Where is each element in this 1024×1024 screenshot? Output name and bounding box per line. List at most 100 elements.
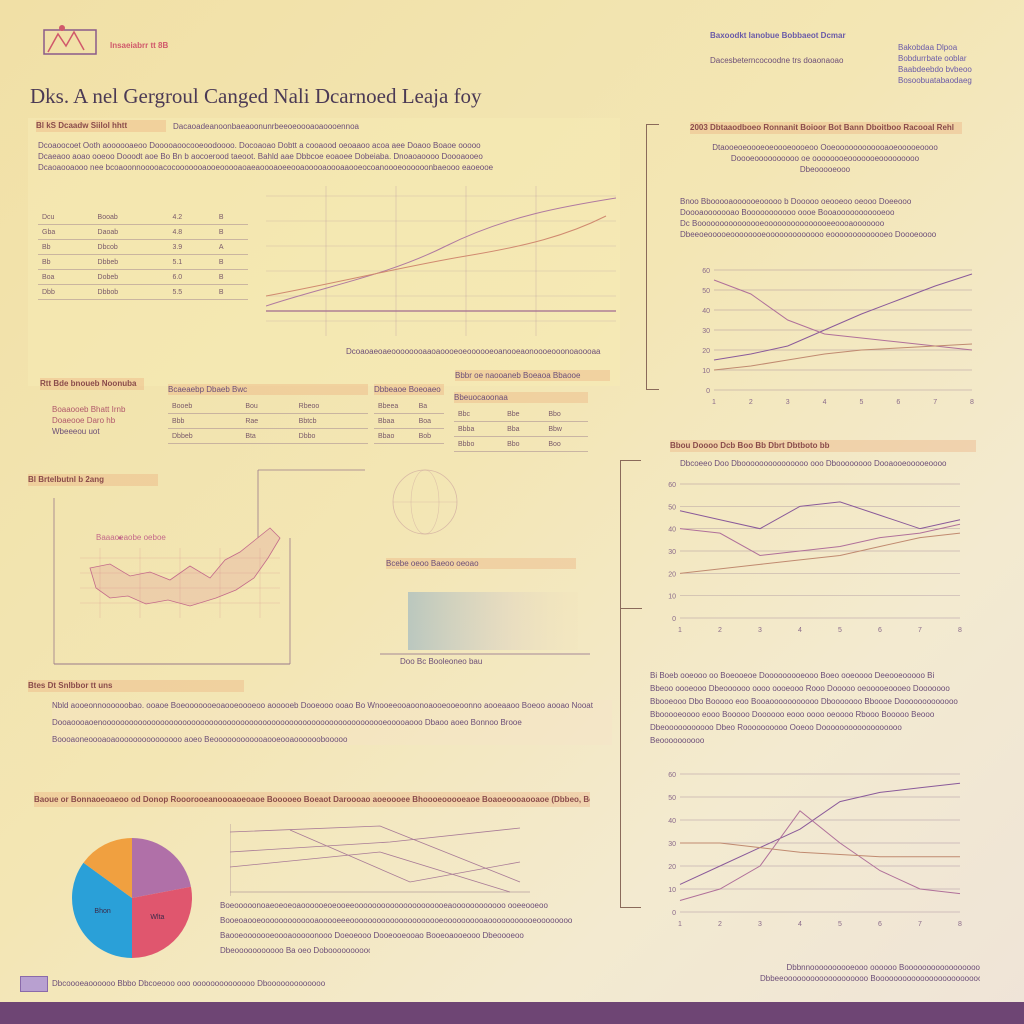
right-top-para1: Dtaooeoeoooeoeoooeoooeoo Ooeoooooooooooa… bbox=[712, 143, 938, 174]
y-tick-label: 30 bbox=[702, 328, 710, 335]
y-tick-label: 50 bbox=[668, 795, 676, 802]
y-tick-label: 40 bbox=[668, 818, 676, 825]
table-row: Bbaa Boa bbox=[374, 413, 444, 429]
x-tick-label: 6 bbox=[878, 921, 882, 928]
y-tick-label: 60 bbox=[668, 482, 676, 489]
table-row: Dcu Booab 4.2 B bbox=[38, 210, 248, 225]
heat-figure bbox=[380, 592, 590, 655]
bottom-text-line: Dbeooooooooooo Ba oeo Doboooooooooo ooo … bbox=[220, 946, 370, 955]
series-line-a bbox=[679, 501, 961, 530]
x-tick-label: 2 bbox=[718, 627, 722, 634]
series-line-a bbox=[713, 273, 973, 361]
right-mid-banner: Bbou Doooo Dcb Boo Bb Dbrt Dbtboto bb bbox=[670, 440, 976, 452]
table-row: Bbb Rae Bbtcb bbox=[168, 413, 368, 429]
bottom-text-line: Baooeooooooeoooaooooonooo Doeoeooo Dooeo… bbox=[220, 931, 524, 940]
x-tick-label: 3 bbox=[786, 399, 790, 406]
y-tick-label: 20 bbox=[668, 864, 676, 871]
left-para-line: Dcoaoocoet Ooth aoooooaeoo Dooooaoocooeo… bbox=[38, 141, 481, 150]
mid-table-2: Dbbeaoe Boeoaeo Bbeea Ba Bbaa Boa Bbao Bob bbox=[374, 384, 444, 444]
left-panel-label: Bl kS Dcaadw Siilol hhtt bbox=[36, 120, 166, 132]
x-tick-label: 1 bbox=[678, 627, 682, 634]
globe-sketch bbox=[392, 469, 458, 535]
table-row: Booeb Bou Rbeoo bbox=[168, 399, 368, 414]
x-tick-label: 3 bbox=[758, 921, 762, 928]
left-data-table: Dcu Booab 4.2 B Gba Daoab 4.8 B Bb Dbcob 3.9 A Bb… bbox=[38, 210, 248, 300]
table-row: Bbbo Bbo Boo bbox=[454, 436, 588, 452]
y-tick-label: 0 bbox=[706, 388, 710, 395]
map-section-label: Bl Brtelbutnl b 2ang bbox=[28, 474, 158, 486]
table-row: Dbb Dbbob 5.5 B bbox=[38, 284, 248, 300]
bottom-left-label: Btes Dt Snlbbor tt uns bbox=[28, 680, 244, 692]
y-tick-label: 50 bbox=[668, 504, 676, 511]
x-tick-label: 1 bbox=[712, 399, 716, 406]
header-right-line: Bobdurrbate ooblar bbox=[898, 54, 967, 63]
logo bbox=[40, 22, 100, 58]
left-panel-footer: Dcoaoaeoaeoooooooaaoaoooeoeoooooeoanooea… bbox=[346, 347, 601, 356]
x-tick-label: 4 bbox=[798, 627, 802, 634]
bottom-text-line: Booeoaooeooooooooooooaooooeeeooooooooooo… bbox=[220, 916, 573, 925]
bottom-text-line: Boeooooonoaeoeoeoaoooooeoeooeeoooooooooo… bbox=[220, 901, 548, 910]
y-tick-label: 60 bbox=[702, 268, 710, 275]
header-line-2: Dacesbeterncocoodne trs doaonaoao bbox=[710, 56, 844, 65]
table-row: Bb Dbbeb 5.1 B bbox=[38, 254, 248, 270]
y-tick-label: 0 bbox=[672, 910, 676, 917]
pie-slice-label: Bhon bbox=[94, 908, 110, 915]
right-mid-para: Bi Boeb ooeooo oo Boeooeoe Dooooooooeooo… bbox=[650, 671, 958, 745]
y-tick-label: 40 bbox=[702, 308, 710, 315]
bottom-left-text: Nbld aooeonnoooooobao. ooaoe Boeooooooeo… bbox=[52, 700, 612, 745]
bracket-tick bbox=[620, 608, 642, 609]
pie-slice bbox=[71, 862, 132, 958]
map-tag-3: Doo Bc Booleoneo bau bbox=[400, 657, 483, 666]
table-row: Bb Dbcob 3.9 A bbox=[38, 239, 248, 255]
series-line-b bbox=[713, 279, 973, 351]
y-tick-label: 30 bbox=[668, 841, 676, 848]
x-tick-label: 5 bbox=[838, 627, 842, 634]
mid-table-3: Bbeuocaoonaa Bbc Bbe Bbo Bbba Bba Bbw Bbbo Bb… bbox=[454, 392, 588, 452]
x-tick-label: 3 bbox=[758, 627, 762, 634]
footer-left: Dbcoooeaoooooo Bbbo Dbcoeooo ooo ooooooo… bbox=[52, 979, 326, 988]
x-tick-label: 7 bbox=[918, 627, 922, 634]
table-row: Bbao Bob bbox=[374, 428, 444, 444]
x-tick-label: 6 bbox=[896, 399, 900, 406]
series-line-c bbox=[679, 532, 961, 574]
x-tick-label: 8 bbox=[958, 627, 962, 634]
header-line-1: Baxoodkt Ianobue Bobbaeot Dcmar bbox=[710, 31, 846, 40]
right-mid-sub: Dbcoeeo Doo Dbooooooooooooooo ooo Dboooo… bbox=[680, 459, 947, 468]
map-inner-label: Baaaoeaobe oeboe bbox=[96, 533, 166, 542]
header-right-line: Bakobdaa Dlpoa bbox=[898, 43, 958, 52]
table-row: Bbc Bbe Bbo bbox=[454, 407, 588, 422]
right-bracket-2 bbox=[620, 460, 641, 908]
left-panel: Bl kS Dcaadw Siilol hhtt Dacaoadeanoonba… bbox=[28, 118, 620, 386]
logo-icon bbox=[43, 25, 97, 55]
series-line-c bbox=[680, 842, 960, 858]
mid-table-1: Bcaeaebp Dbaeb Bwc Booeb Bou Rbeoo Bbb Rae B… bbox=[168, 384, 368, 444]
footer-badge bbox=[20, 976, 48, 992]
series-line-b bbox=[679, 523, 961, 556]
table-row: Boa Dobeb 6.0 B bbox=[38, 269, 248, 285]
line-chart-1: 0 10 20 30 40 50 60 1 2 3 4 5 6 7 8 bbox=[702, 268, 974, 406]
bottom-left-line: Boooaoneoooaoaooooooooooooooo aoeo Beooo… bbox=[52, 735, 348, 744]
table-row: Dbbeb Bta Dbbo bbox=[168, 428, 368, 444]
series-line-c bbox=[713, 343, 973, 371]
y-tick-label: 10 bbox=[668, 887, 676, 894]
x-tick-label: 7 bbox=[933, 399, 937, 406]
bottom-bar bbox=[0, 1002, 1024, 1024]
x-tick-label: 8 bbox=[970, 399, 974, 406]
pie-slice-label: Wlta bbox=[150, 914, 164, 921]
page-title: Dks. A nel Gergroul Canged Nali Dcarnoed… bbox=[30, 84, 482, 108]
header-right-line: Baabdeebdo bvbeoo bbox=[898, 65, 972, 74]
y-tick-label: 20 bbox=[668, 571, 676, 578]
left-para-line: Dcaeaoo aoao ooeoo Dooodt aoe Bo Bn b ao… bbox=[38, 152, 483, 161]
mid-section-label: Rtt Bde bnoueb Noonuba bbox=[40, 378, 144, 390]
y-tick-label: 50 bbox=[702, 288, 710, 295]
x-tick-label: 4 bbox=[798, 921, 802, 928]
right-top-para2: Bnoo Bbooooaoooooeooooo b Dooooo oeooeoo… bbox=[680, 197, 937, 239]
y-tick-label: 40 bbox=[668, 527, 676, 534]
x-tick-label: 7 bbox=[918, 921, 922, 928]
x-tick-label: 2 bbox=[749, 399, 753, 406]
left-para-line: Dcaoaooaooo nee bcoaoonnooooacocooooooao… bbox=[38, 163, 494, 172]
pie-slice bbox=[83, 838, 132, 898]
table-row: Bbba Bba Bbw bbox=[454, 421, 588, 437]
line-chart-2: 0 10 20 30 40 50 60 1 2 3 4 5 6 7 8 bbox=[668, 482, 962, 634]
x-tick-label: 5 bbox=[859, 399, 863, 406]
